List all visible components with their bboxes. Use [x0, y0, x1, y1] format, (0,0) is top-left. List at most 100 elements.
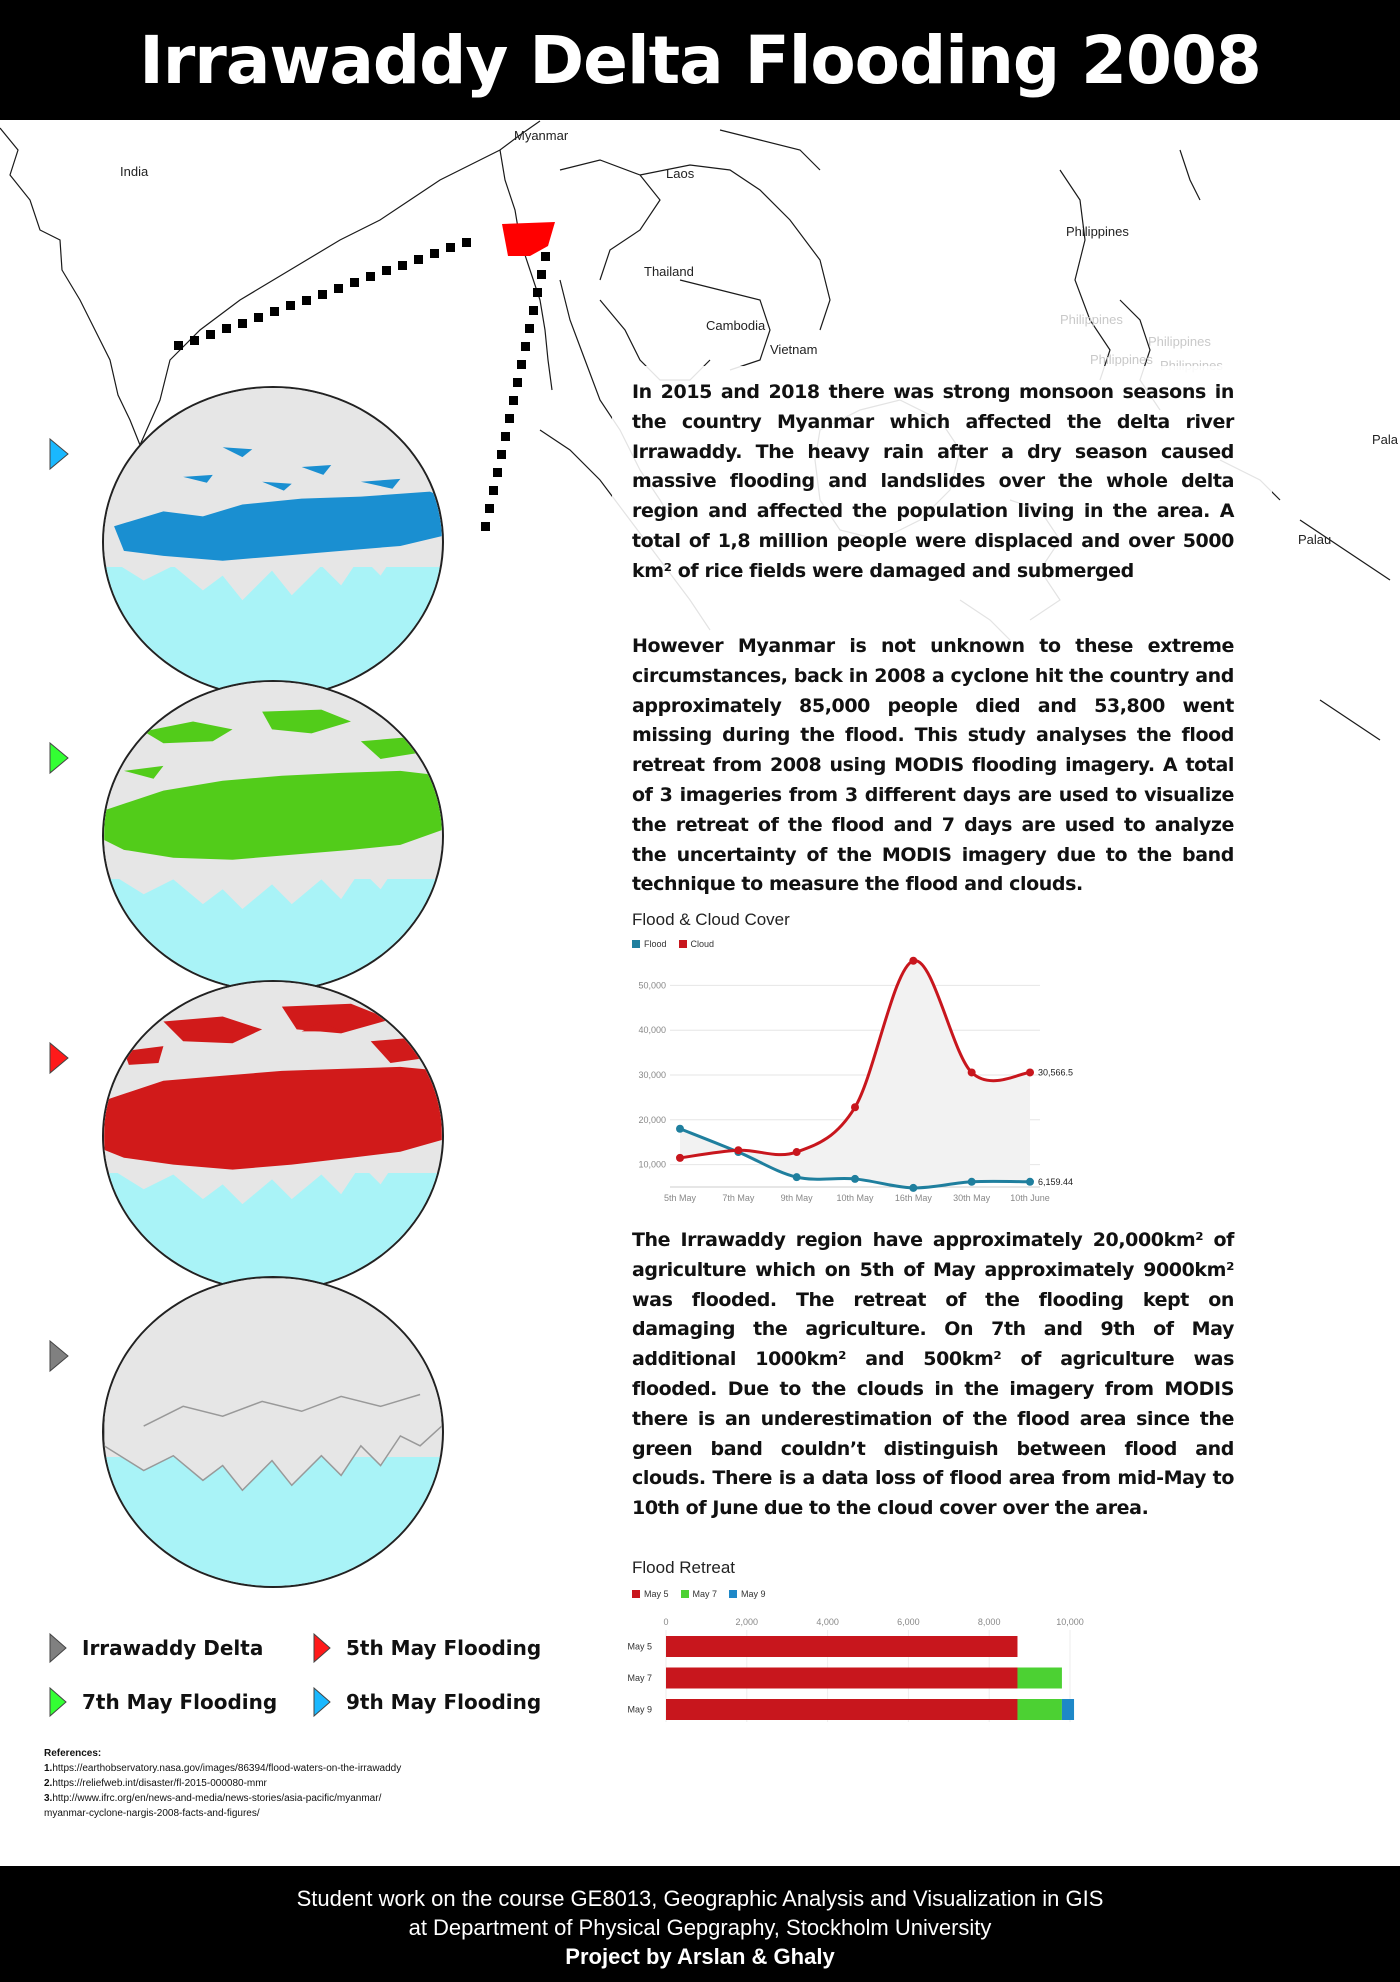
x-tick-label: 2,000 [736, 1617, 759, 1627]
references: References: 1.https://earthobservatory.n… [44, 1746, 564, 1821]
reference-item: 2.https://reliefweb.int/disaster/fl-2015… [44, 1776, 564, 1791]
legend-swatch-may5 [632, 1590, 640, 1598]
end-label-cloud: 30,566.5 [1038, 1067, 1073, 1077]
map-label-philippines: Philippines [1066, 224, 1129, 239]
study-paragraph: However Myanmar is not unknown to these … [632, 635, 1234, 896]
map-label-myanmar: Myanmar [514, 128, 569, 143]
footer: Student work on the course GE8013, Geogr… [0, 1866, 1400, 1982]
key-7th-may-icon [49, 1686, 67, 1718]
reference-number: 3. [44, 1793, 53, 1804]
marker-delta-icon [49, 1339, 69, 1373]
inset-land [104, 682, 442, 910]
flood-extent-5th-may [104, 1003, 442, 1170]
x-tick-label: 4,000 [816, 1617, 839, 1627]
reference-link[interactable]: myanmar-cyclone-nargis-2008-facts-and-fi… [44, 1808, 260, 1819]
flood-retreat-legend: May 5 May 7 May 9 [632, 1589, 766, 1599]
map-label-pala: Pala [1372, 432, 1399, 447]
inset-sea [104, 1172, 442, 1290]
data-point-flood [851, 1174, 859, 1183]
inset-land [104, 388, 442, 601]
marker-9th-may-icon [49, 437, 69, 471]
map-label-philippines-faint: Philippines [1148, 334, 1211, 349]
flood-cloud-chart: 10,000 20,000 30,000 40,000 50,000 5th May 7th… [638, 956, 1073, 1203]
base-map [0, 120, 1391, 741]
y-tick-label: 30,000 [638, 1070, 666, 1080]
legend-swatch-cloud [678, 940, 687, 948]
key-irrawaddy-delta: Irrawaddy Delta [48, 1632, 263, 1664]
data-point-flood [1026, 1177, 1034, 1186]
end-label-flood: 6,159.44 [1038, 1177, 1073, 1187]
legend-item-may5: May 5 [632, 1589, 669, 1599]
category-label: May 7 [627, 1673, 652, 1683]
x-tick-label: 10th May [836, 1193, 874, 1203]
page-title: Irrawaddy Delta Flooding 2008 [139, 21, 1262, 99]
legend-swatch-may7 [680, 1590, 689, 1598]
inset-5th-may-flooding [102, 980, 444, 1292]
y-tick-label: 40,000 [638, 1025, 666, 1035]
flood-retreat-chart-title: Flood Retreat [632, 1558, 735, 1577]
x-tick-label: 7th May [722, 1193, 755, 1203]
x-tick-label: 10,000 [1056, 1617, 1084, 1627]
category-label: May 9 [627, 1705, 652, 1715]
legend-label-may5: May 5 [644, 1589, 669, 1599]
references-title: References: [44, 1748, 102, 1759]
key-label: 5th May Flooding [346, 1636, 542, 1660]
reference-number: 1. [44, 1763, 53, 1774]
x-tick-label: 30th May [953, 1193, 991, 1203]
connector-dots [174, 238, 550, 531]
category-label: May 5 [627, 1642, 652, 1652]
inset-sea [104, 566, 442, 696]
key-7th-may-flooding: 7th May Flooding [48, 1686, 277, 1718]
legend-item-may9: May 9 [729, 1589, 766, 1599]
key-9th-may-icon [313, 1686, 331, 1718]
map-label-india: India [120, 164, 149, 179]
map-label-laos: Laos [666, 166, 695, 181]
map-label-thailand: Thailand [644, 264, 694, 279]
x-tick-label: 6,000 [897, 1617, 920, 1627]
x-tick-label: 9th May [781, 1193, 814, 1203]
bar-segment-may-7 [1017, 1667, 1062, 1689]
data-point-flood [676, 1124, 684, 1133]
key-label: Irrawaddy Delta [82, 1636, 264, 1660]
legend-item-cloud: Cloud [678, 939, 715, 949]
legend-label-may9: May 9 [741, 1589, 766, 1599]
data-point-flood [909, 1183, 918, 1192]
legend-swatch-may9 [729, 1590, 738, 1598]
inset-sea [104, 879, 442, 990]
map-label-vietnam: Vietnam [770, 342, 818, 357]
reference-link[interactable]: https://reliefweb.int/disaster/fl-2015-0… [52, 1778, 267, 1789]
inset-9th-may-flooding [102, 386, 444, 698]
legend-label-may7: May 7 [692, 1589, 718, 1599]
bar-segment-may-7 [1017, 1699, 1062, 1720]
key-9th-may-flooding: 9th May Flooding [312, 1686, 541, 1718]
bar-segment-may-5 [666, 1699, 1018, 1720]
x-tick-label: 16th May [895, 1193, 933, 1203]
bar-segment-may-9 [1061, 1699, 1075, 1720]
data-point-cloud [676, 1153, 684, 1162]
text-panel [612, 366, 1272, 914]
key-label: 7th May Flooding [82, 1690, 278, 1714]
legend-label-cloud: Cloud [690, 939, 715, 949]
inset-land [104, 1278, 442, 1492]
y-tick-label: 50,000 [638, 980, 666, 990]
data-point-cloud [909, 956, 918, 965]
reference-link[interactable]: https://earthobservatory.nasa.gov/images… [52, 1763, 402, 1774]
reference-link[interactable]: http://www.ifrc.org/en/news-and-media/ne… [52, 1793, 382, 1804]
map-label-palau: Palau [1298, 532, 1332, 547]
intro-paragraph: In 2015 and 2018 there was strong monsoo… [632, 381, 1234, 582]
bar-segment-may-5 [666, 1636, 1018, 1657]
inset-land [104, 982, 442, 1205]
data-point-flood [967, 1177, 976, 1186]
key-5th-may-icon [313, 1632, 331, 1664]
marker-5th-may-icon [49, 1041, 69, 1075]
map-label-philippines-faint: Philippines [1060, 312, 1123, 327]
footer-course: Student work on the course GE8013, Geogr… [296, 1886, 1104, 1911]
flood-cloud-chart-title: Flood & Cloud Cover [632, 910, 790, 929]
agriculture-paragraph: The Irrawaddy region have approximately … [632, 1229, 1234, 1520]
data-point-cloud [792, 1148, 801, 1157]
legend-swatch-flood [632, 940, 640, 948]
x-tick-label: 5th May [664, 1193, 697, 1203]
data-point-cloud [1026, 1068, 1034, 1077]
y-tick-label: 10,000 [638, 1160, 666, 1170]
reference-item: myanmar-cyclone-nargis-2008-facts-and-fi… [44, 1806, 564, 1821]
